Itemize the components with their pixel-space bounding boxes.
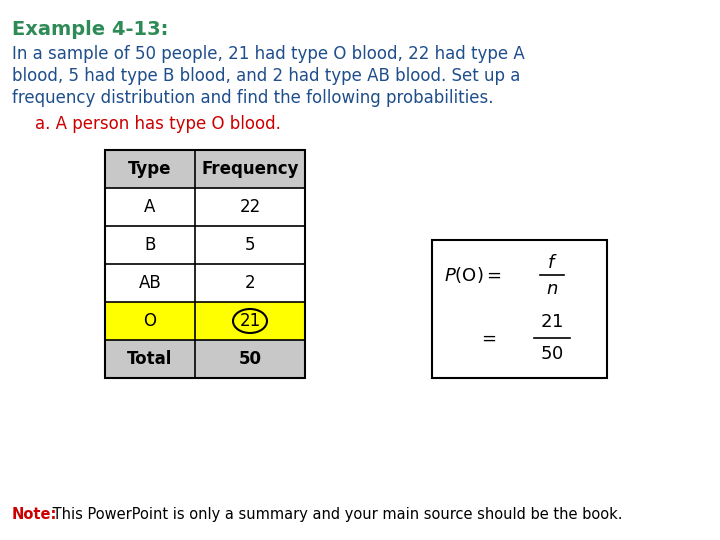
Text: 5: 5 bbox=[245, 236, 256, 254]
Text: AB: AB bbox=[139, 274, 161, 292]
Bar bbox=[105, 226, 305, 264]
Text: $P(\mathsf{O})=$: $P(\mathsf{O})=$ bbox=[444, 265, 502, 285]
Text: In a sample of 50 people, 21 had type O blood, 22 had type A: In a sample of 50 people, 21 had type O … bbox=[12, 45, 525, 63]
Text: $=$: $=$ bbox=[477, 329, 496, 347]
Bar bbox=[105, 150, 305, 378]
Bar bbox=[105, 340, 305, 378]
Text: Example 4-13:: Example 4-13: bbox=[12, 20, 168, 39]
Text: $21$: $21$ bbox=[541, 313, 564, 331]
Text: B: B bbox=[144, 236, 156, 254]
Text: O: O bbox=[143, 312, 156, 330]
Bar bbox=[105, 188, 305, 226]
Text: 2: 2 bbox=[245, 274, 256, 292]
Text: $n$: $n$ bbox=[546, 280, 558, 298]
Text: 21: 21 bbox=[239, 312, 261, 330]
Text: Type: Type bbox=[128, 160, 172, 178]
Text: 22: 22 bbox=[239, 198, 261, 216]
Text: $f$: $f$ bbox=[546, 254, 557, 272]
Text: This PowerPoint is only a summary and your main source should be the book.: This PowerPoint is only a summary and yo… bbox=[48, 507, 623, 522]
Text: Note:: Note: bbox=[12, 507, 58, 522]
Text: Total: Total bbox=[127, 350, 173, 368]
Bar bbox=[105, 264, 305, 302]
Bar bbox=[105, 302, 305, 340]
Bar bbox=[105, 150, 305, 188]
Text: Frequency: Frequency bbox=[202, 160, 299, 178]
Bar bbox=[432, 240, 607, 378]
Text: a. A person has type O blood.: a. A person has type O blood. bbox=[35, 115, 281, 133]
Text: A: A bbox=[144, 198, 156, 216]
Text: $50$: $50$ bbox=[540, 345, 564, 363]
Text: 50: 50 bbox=[238, 350, 261, 368]
Text: frequency distribution and find the following probabilities.: frequency distribution and find the foll… bbox=[12, 89, 493, 107]
Text: blood, 5 had type B blood, and 2 had type AB blood. Set up a: blood, 5 had type B blood, and 2 had typ… bbox=[12, 67, 521, 85]
